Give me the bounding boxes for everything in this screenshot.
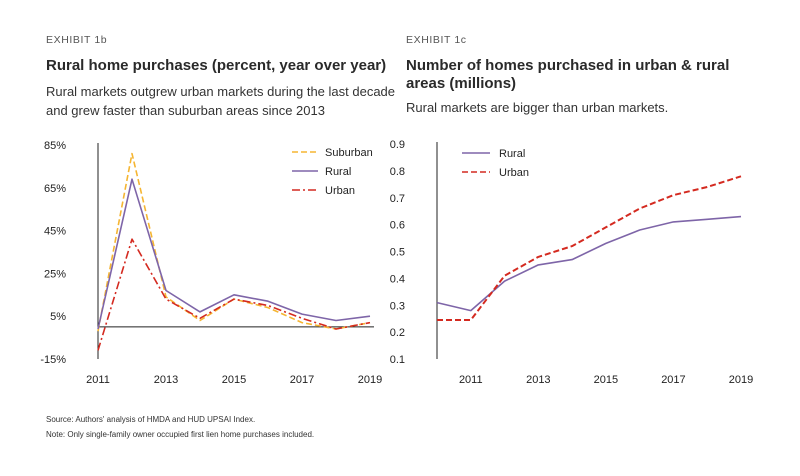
right-series-line-rural [436,215,742,312]
left-y-tick-label: 25% [44,268,66,280]
source-footnote: Source: Authors' analysis of HMDA and HU… [46,415,256,424]
left-y-tick-label: 85% [44,140,66,152]
right-x-tick-label: 2019 [729,374,753,386]
right-legend-label-urban: Urban [499,167,529,179]
right-x-tick-label: 2015 [594,374,618,386]
right-y-tick-label: 0.6 [390,220,405,232]
left-legend-label-suburban: Suburban [325,147,373,159]
left-y-tick-label: 45% [44,226,66,238]
right-y-tick-label: 0.8 [390,166,405,178]
right-chart-title: Number of homes purchased in urban & rur… [406,57,730,92]
right-y-tick-label: 0.7 [390,193,405,205]
left-y-tick-label: -15% [40,354,66,366]
left-x-tick-label: 2019 [358,374,382,386]
left-x-tick-label: 2013 [154,374,178,386]
left-exhibit-label: EXHIBIT 1b [46,34,108,46]
left-series-line-urban [97,238,371,351]
left-x-tick-label: 2015 [222,374,246,386]
right-y-tick-label: 0.2 [390,327,405,339]
right-x-tick-label: 2017 [661,374,685,386]
left-legend-label-rural: Rural [325,166,351,178]
right-legend-label-rural: Rural [499,148,525,160]
left-series-line-rural [97,178,371,330]
left-series-line-suburban [97,152,371,332]
right-y-tick-label: 0.5 [390,247,405,259]
right-x-tick-label: 2011 [459,374,483,386]
right-y-tick-label: 0.1 [390,354,405,366]
right-y-tick-label: 0.4 [390,273,405,285]
right-chart-subtitle: Rural markets are bigger than urban mark… [406,100,669,115]
left-legend-label-urban: Urban [325,185,355,197]
scope-footnote: Note: Only single-family owner occupied … [46,430,315,439]
right-y-tick-label: 0.9 [390,139,405,151]
right-exhibit-label: EXHIBIT 1c [406,34,467,46]
right-series-line-urban [437,175,742,321]
left-x-tick-label: 2017 [290,374,314,386]
left-chart-title: Rural home purchases (percent, year over… [46,57,387,74]
left-chart-subtitle: Rural markets outgrew urban markets duri… [46,84,396,118]
right-x-tick-label: 2013 [526,374,550,386]
left-x-tick-label: 2011 [86,374,110,386]
left-y-tick-label: 5% [50,311,66,323]
right-y-tick-label: 0.3 [390,300,405,312]
left-y-tick-label: 65% [44,183,66,195]
